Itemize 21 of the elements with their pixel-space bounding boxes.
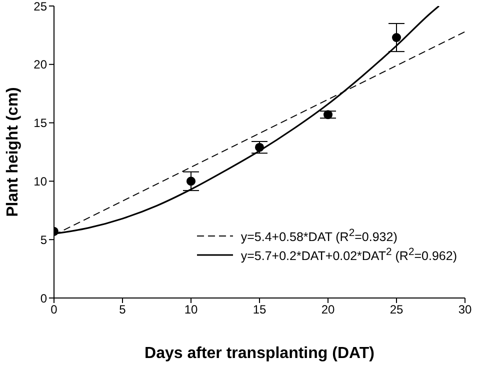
x-tick-label: 0 bbox=[50, 302, 58, 317]
y-tick-label: 0 bbox=[40, 291, 48, 306]
legend-label: y=5.4+0.58*DAT (R$^{2}$=0.932) bbox=[240, 228, 398, 244]
x-axis-title: Days after transplanting (DAT) bbox=[144, 345, 374, 362]
x-tick-label: 30 bbox=[458, 302, 472, 317]
point bbox=[254, 142, 264, 152]
y-tick-label: 25 bbox=[34, 0, 48, 14]
legend-label: y=5.7+0.2*DAT+0.02*DAT$^{2}$ (R$^{2}$=0.962) bbox=[240, 247, 457, 264]
x-tick-label: 10 bbox=[184, 302, 198, 317]
y-tick-label: 20 bbox=[34, 58, 48, 72]
y-tick-label: 5 bbox=[40, 232, 48, 247]
x-tick-label: 5 bbox=[119, 302, 126, 317]
y-axis-title: Plant height (cm) bbox=[4, 87, 22, 217]
point bbox=[186, 176, 196, 186]
y-tick-label: 10 bbox=[34, 174, 48, 188]
point bbox=[392, 33, 402, 42]
y-tick-label: 15 bbox=[34, 116, 48, 130]
x-tick-label: 15 bbox=[252, 302, 266, 317]
x-tick-label: 25 bbox=[390, 302, 404, 317]
x-tick-label: 20 bbox=[321, 302, 335, 317]
point bbox=[323, 110, 333, 120]
